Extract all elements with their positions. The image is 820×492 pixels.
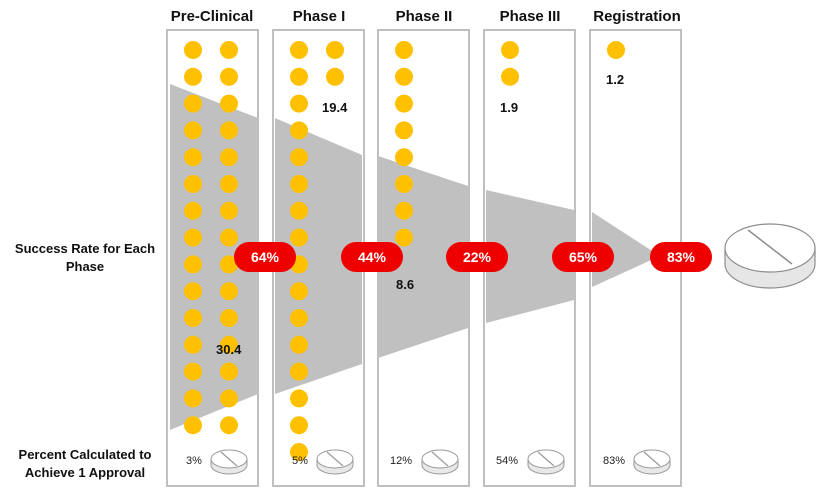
pill-icon <box>316 449 354 475</box>
compound-dot <box>220 282 238 301</box>
compound-dot <box>184 94 202 113</box>
compound-dot <box>220 228 238 247</box>
compound-count: 19.4 <box>322 100 348 115</box>
compound-dot <box>220 335 238 354</box>
compound-dot <box>184 416 202 435</box>
compound-dot <box>395 175 413 193</box>
pill-icon <box>633 449 671 475</box>
compound-dot <box>184 309 202 327</box>
compound-dot <box>290 201 308 220</box>
phase-title: Phase III <box>499 8 561 25</box>
compound-dot <box>220 121 238 140</box>
compound-dot <box>290 121 308 140</box>
success-rate-badge: 83% <box>650 242 712 272</box>
compound-dot <box>184 201 202 220</box>
compound-dot <box>220 94 238 113</box>
compound-dot <box>290 362 308 381</box>
compound-dot <box>290 416 308 435</box>
compound-dot <box>501 67 519 86</box>
pill-icon <box>421 449 459 475</box>
compound-dot <box>395 67 413 86</box>
compound-dot <box>326 41 344 59</box>
compound-dot <box>184 67 202 86</box>
compound-dot <box>290 228 308 247</box>
phase-title: Phase I <box>292 8 346 25</box>
compound-dot <box>326 67 344 86</box>
percent-to-approval: 83% <box>603 455 626 467</box>
funnel-segment <box>592 212 660 287</box>
compound-dot <box>184 255 202 274</box>
approved-pill-icon <box>724 223 816 289</box>
percent-to-approval: 3% <box>186 455 202 467</box>
phase-title: Registration <box>593 8 681 25</box>
compound-dot <box>290 335 308 354</box>
compound-dot <box>395 201 413 220</box>
success-rate-badge: 65% <box>552 242 614 272</box>
compound-dot <box>220 41 238 59</box>
compound-dot <box>395 94 413 113</box>
compound-count: 1.2 <box>606 72 625 87</box>
compound-dot <box>290 443 308 461</box>
pill-icon <box>210 449 248 475</box>
compound-dot <box>184 362 202 381</box>
compound-dot <box>395 41 413 59</box>
compound-dot <box>290 148 308 167</box>
compound-dot <box>290 41 308 59</box>
compound-dot <box>220 255 238 274</box>
compound-dot <box>220 148 238 167</box>
compound-dot <box>501 41 519 59</box>
compound-dot <box>184 41 202 59</box>
compound-dot <box>290 309 308 327</box>
success-rate-badge: 22% <box>446 242 508 272</box>
percent-to-approval: 54% <box>496 455 519 467</box>
compound-count: 8.6 <box>396 277 415 292</box>
success-rate-badge: 64% <box>234 242 296 272</box>
percent-to-approval: 5% <box>292 455 308 467</box>
compound-dot <box>184 175 202 193</box>
compound-dot <box>184 148 202 167</box>
compound-dot <box>184 389 202 408</box>
compound-dot <box>607 41 625 59</box>
pill-icon <box>527 449 565 475</box>
success-rate-badge: 44% <box>341 242 403 272</box>
compound-dot <box>184 335 202 354</box>
compound-dot <box>220 389 238 408</box>
percent-to-approval: 12% <box>390 455 413 467</box>
compound-dot <box>184 282 202 301</box>
compound-dot <box>184 228 202 247</box>
compound-dot <box>220 67 238 86</box>
compound-dot <box>395 228 413 247</box>
compound-dot <box>395 148 413 167</box>
compound-dot <box>395 121 413 140</box>
compound-dot <box>220 362 238 381</box>
compound-dot <box>220 309 238 327</box>
compound-dot <box>290 67 308 86</box>
compound-dot <box>290 94 308 113</box>
compound-dot <box>290 282 308 301</box>
percent-calculated-label: Percent Calculated to Achieve 1 Approval <box>18 447 152 480</box>
compound-dot <box>220 416 238 435</box>
success-rate-label: Success Rate for Each Phase <box>14 241 156 274</box>
phase-title: Phase II <box>395 8 453 25</box>
compound-dot <box>290 389 308 408</box>
compound-dot <box>220 175 238 193</box>
compound-dot <box>290 175 308 193</box>
compound-count: 30.4 <box>216 342 242 357</box>
compound-count: 1.9 <box>500 100 519 115</box>
funnel-segment <box>486 190 574 323</box>
compound-dot <box>220 201 238 220</box>
compound-dot <box>184 121 202 140</box>
phase-title: Pre-Clinical <box>170 8 254 25</box>
